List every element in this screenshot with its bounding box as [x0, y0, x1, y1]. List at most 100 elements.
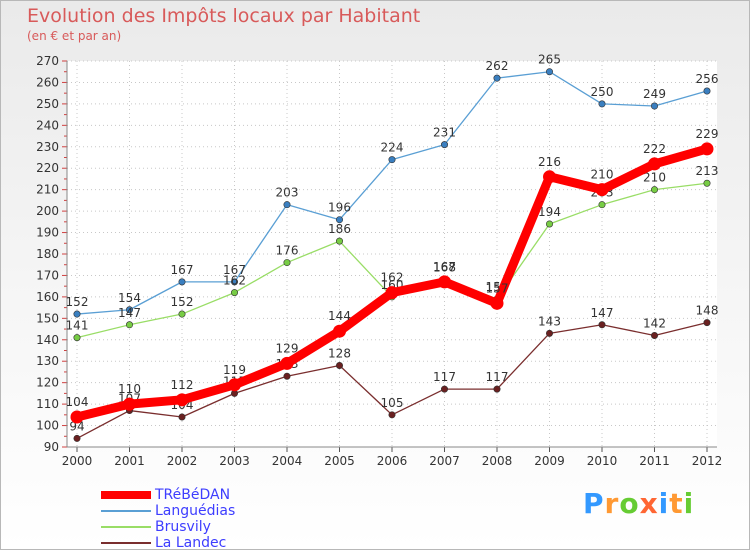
data-label-languedias: 231: [433, 126, 456, 140]
data-point-la-landec: [493, 385, 501, 393]
legend-item-trebedan: TRéBéDAN: [101, 487, 361, 503]
data-label-languedias: 224: [381, 141, 404, 155]
y-tick-label: 140: [36, 333, 59, 347]
data-label-languedias: 203: [276, 186, 299, 200]
logo-letter: x: [639, 487, 659, 520]
data-point-brusvily: [231, 289, 239, 297]
y-tick-label: 240: [36, 118, 59, 132]
legend-swatch-brusvily: [101, 526, 151, 528]
logo-letter: i: [683, 487, 695, 520]
data-label-trebedan: 222: [643, 142, 666, 156]
y-tick-label: 220: [36, 161, 59, 175]
x-tick-label: 2002: [167, 454, 198, 468]
data-label-la-landec: 105: [381, 396, 404, 410]
logo-letter: r: [604, 487, 620, 520]
logo-letter: P: [583, 487, 605, 520]
y-tick-label: 230: [36, 140, 59, 154]
logo-letter: o: [619, 487, 640, 520]
x-tick-label: 2005: [324, 454, 355, 468]
data-point-trebedan: [648, 157, 661, 171]
data-point-la-landec: [335, 362, 343, 370]
data-label-brusvily: 210: [643, 171, 666, 185]
x-tick-label: 2001: [114, 454, 145, 468]
data-label-trebedan: 216: [538, 155, 561, 169]
data-label-languedias: 256: [696, 72, 719, 86]
x-tick-label: 2012: [692, 454, 723, 468]
data-label-brusvily: 168: [433, 261, 456, 275]
data-label-la-landec: 117: [433, 370, 456, 384]
data-point-brusvily: [73, 334, 81, 342]
data-label-languedias: 196: [328, 201, 351, 215]
data-point-trebedan: [70, 410, 84, 424]
data-point-brusvily: [650, 186, 658, 194]
y-tick-label: 210: [36, 183, 59, 197]
data-label-brusvily: 186: [328, 222, 351, 236]
data-point-languedias: [703, 87, 711, 95]
y-tick-label: 270: [36, 54, 59, 68]
legend-label-languedias: Languédias: [155, 503, 236, 519]
chart-legend: TRéBéDAN Languédias Brusvily La Landec: [101, 487, 361, 551]
x-tick-label: 2008: [482, 454, 513, 468]
y-tick-label: 170: [36, 268, 59, 282]
data-label-brusvily: 213: [696, 164, 719, 178]
data-label-brusvily: 152: [171, 295, 194, 309]
data-label-trebedan: 167: [433, 260, 456, 274]
x-tick-label: 2009: [534, 454, 565, 468]
x-tick-label: 2004: [272, 454, 303, 468]
legend-swatch-trebedan: [101, 491, 151, 499]
data-point-trebedan: [700, 142, 714, 156]
data-point-brusvily: [335, 237, 343, 245]
x-tick-label: 2011: [639, 454, 670, 468]
legend-item-la-landec: La Landec: [101, 535, 361, 551]
data-label-trebedan: 112: [171, 378, 194, 392]
data-label-la-landec: 143: [538, 314, 561, 328]
data-label-la-landec: 117: [486, 370, 509, 384]
y-tick-label: 120: [36, 376, 59, 390]
data-label-la-landec: 147: [591, 306, 614, 320]
data-point-trebedan: [490, 296, 504, 310]
data-label-trebedan: 104: [66, 395, 89, 409]
data-label-languedias: 154: [118, 291, 141, 305]
proxiti-logo: Proxiti: [583, 487, 694, 520]
logo-letter: i: [658, 487, 670, 520]
data-label-trebedan: 229: [696, 127, 719, 141]
data-point-languedias: [335, 216, 343, 224]
data-point-la-landec: [178, 413, 186, 421]
data-point-languedias: [650, 102, 658, 110]
data-point-trebedan: [595, 183, 609, 197]
data-label-trebedan: 210: [591, 168, 614, 182]
data-point-brusvily: [598, 201, 606, 209]
x-tick-label: 2006: [377, 454, 408, 468]
data-label-languedias: 250: [591, 85, 614, 99]
data-point-la-landec: [283, 372, 291, 380]
legend-label-trebedan: TRéBéDAN: [155, 487, 231, 503]
y-tick-label: 90: [44, 440, 59, 454]
data-label-la-landec: 142: [643, 316, 666, 330]
data-label-trebedan: 110: [118, 382, 141, 396]
y-tick-label: 200: [36, 204, 59, 218]
data-point-brusvily: [126, 321, 134, 329]
data-point-brusvily: [545, 220, 553, 228]
data-label-languedias: 167: [223, 263, 246, 277]
y-tick-label: 160: [36, 290, 59, 304]
data-label-trebedan: 144: [328, 309, 351, 323]
data-label-la-landec: 94: [69, 419, 84, 433]
data-label-trebedan: 119: [223, 363, 246, 377]
y-tick-label: 180: [36, 247, 59, 261]
data-point-languedias: [231, 278, 239, 286]
y-tick-label: 150: [36, 311, 59, 325]
data-label-languedias: 167: [171, 263, 194, 277]
y-tick-label: 190: [36, 226, 59, 240]
data-label-trebedan: 162: [381, 271, 404, 285]
data-point-languedias: [126, 306, 134, 314]
data-label-brusvily: 176: [276, 244, 299, 258]
data-point-la-landec: [598, 321, 606, 329]
data-point-trebedan: [385, 286, 399, 300]
legend-label-la-landec: La Landec: [155, 535, 227, 551]
data-point-languedias: [493, 74, 501, 82]
data-label-languedias: 152: [66, 295, 89, 309]
data-point-brusvily: [178, 310, 186, 318]
x-tick-label: 2003: [219, 454, 250, 468]
